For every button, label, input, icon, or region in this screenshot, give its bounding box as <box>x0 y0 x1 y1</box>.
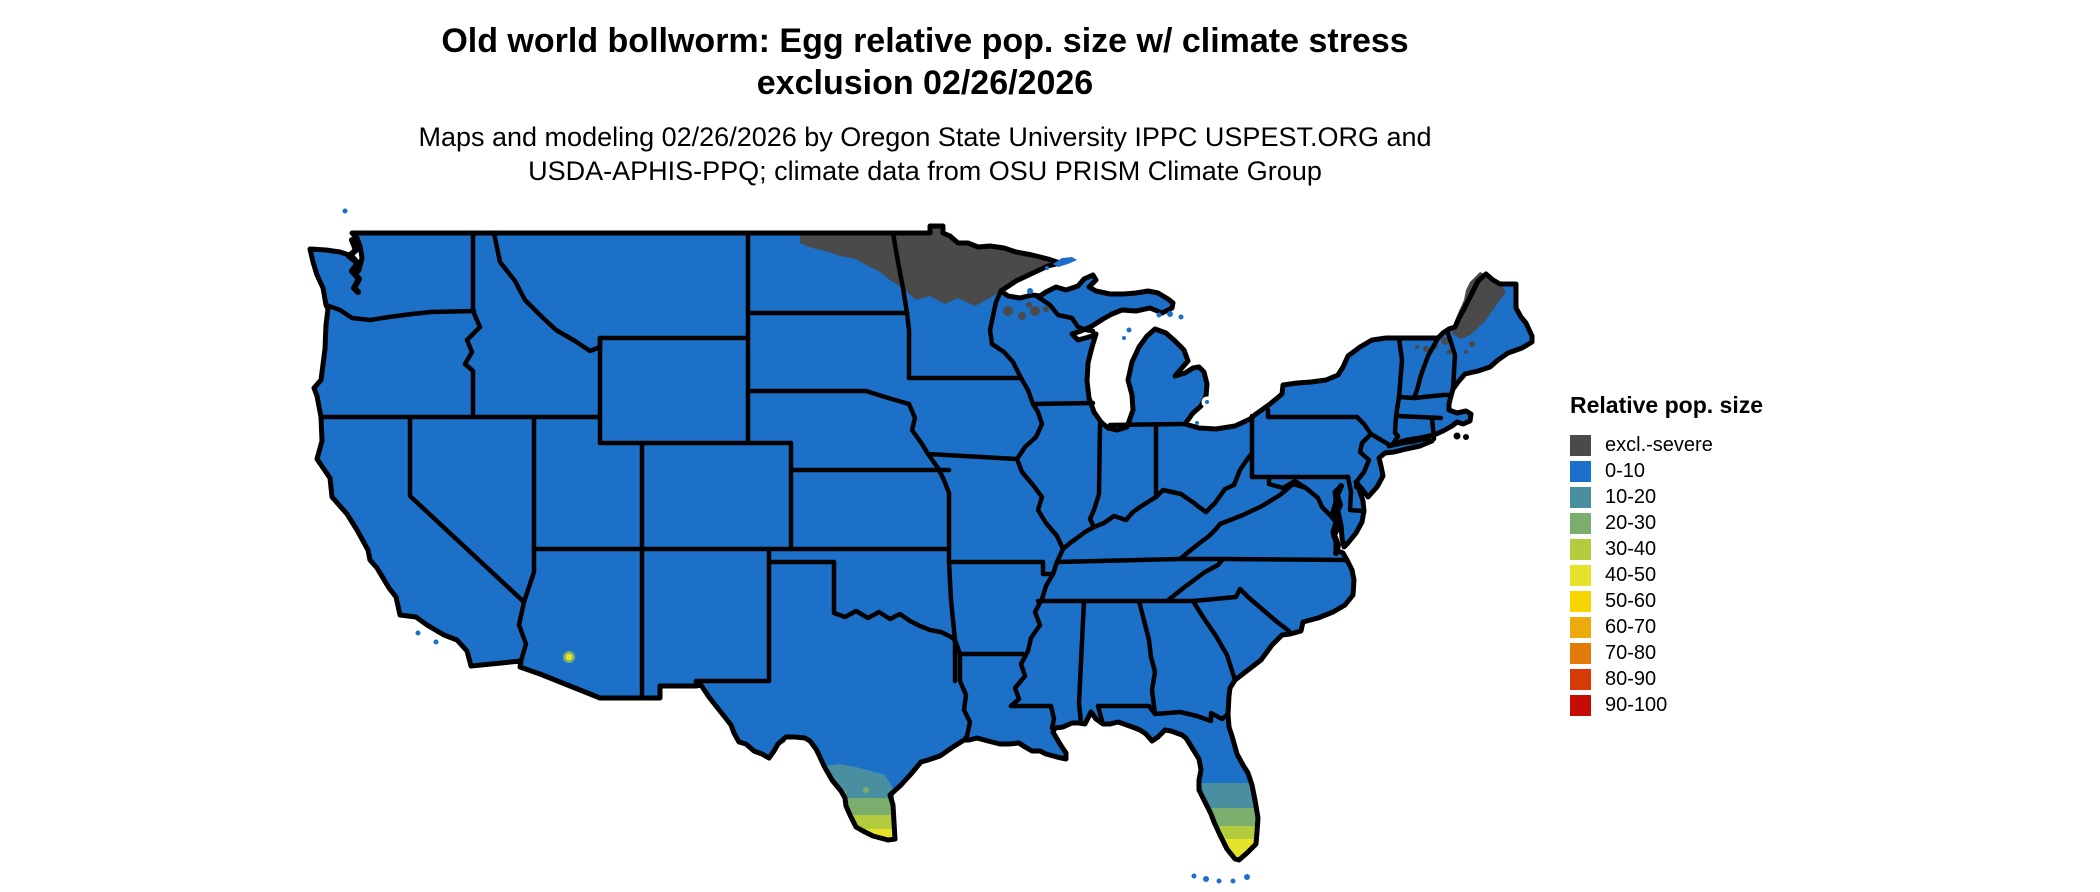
legend-title: Relative pop. size <box>1570 392 1764 418</box>
band-10-20 <box>1201 783 1258 808</box>
page-subtitle: Maps and modeling 02/26/2026 by Oregon S… <box>225 120 1625 188</box>
island-dot <box>1027 288 1033 294</box>
legend-label: 60-70 <box>1605 615 1657 638</box>
exclusion-speckle <box>1030 306 1040 316</box>
exclusion-speckle <box>1446 349 1452 355</box>
subtitle-line-1: Maps and modeling 02/26/2026 by Oregon S… <box>418 122 1432 152</box>
florida-keys-dot <box>1203 876 1209 882</box>
legend-swatch-90-100 <box>1570 694 1591 716</box>
marthas-vineyard-island <box>1453 432 1461 440</box>
coastal-detail-squiggles <box>346 237 1344 556</box>
channel-island-dot <box>415 630 421 636</box>
legend-swatch-10-20 <box>1570 486 1591 508</box>
chesapeake-bay-detail <box>1331 483 1344 556</box>
legend-row-70-80: 70-80 <box>1570 640 1830 666</box>
exclusion-regions <box>800 226 1506 355</box>
florida-keys-dot <box>1191 873 1197 879</box>
exclusion-speckle <box>1423 346 1429 352</box>
gradient-region-arizona-hotspot <box>563 651 575 663</box>
island-dot <box>1178 314 1184 320</box>
legend-label: 80-90 <box>1605 667 1657 690</box>
island-dot <box>1045 266 1049 270</box>
isle-royale-island <box>1053 257 1077 267</box>
hotspot-core <box>565 653 573 661</box>
exclusion-speckle <box>1464 350 1468 354</box>
exclusion-speckle <box>1003 306 1013 316</box>
legend-swatch-80-90 <box>1570 668 1591 690</box>
legend-swatch-40-50 <box>1570 564 1591 586</box>
legend-swatch-50-60 <box>1570 590 1591 612</box>
legend-row-40-50: 40-50 <box>1570 562 1830 588</box>
legend-row-20-30: 20-30 <box>1570 510 1830 536</box>
gradient-speckle <box>863 787 869 793</box>
island-dot <box>1156 312 1162 318</box>
legend-label: 70-80 <box>1605 641 1657 664</box>
title-line-2: exclusion 02/26/2026 <box>756 64 1094 102</box>
exclusion-speckle <box>1441 337 1449 345</box>
legend-label: 50-60 <box>1605 589 1657 612</box>
legend-row-10-20: 10-20 <box>1570 484 1830 510</box>
puget-sound-detail <box>346 237 362 295</box>
legend-swatch-20-30 <box>1570 512 1591 534</box>
legend-row-0-10: 0-10 <box>1570 458 1830 484</box>
legend-swatch-30-40 <box>1570 538 1591 560</box>
legend-swatch-60-70 <box>1570 616 1591 638</box>
legend-row-excl.-severe: excl.-severe <box>1570 432 1830 458</box>
island-dot <box>1126 327 1132 333</box>
exclusion-speckle <box>1026 302 1032 308</box>
legend-label: 20-30 <box>1605 511 1657 534</box>
florida-keys-dot <box>1244 874 1250 880</box>
island-dot <box>1167 311 1173 317</box>
exclusion-speckle <box>1415 345 1419 349</box>
exclusion-speckle <box>1018 312 1026 320</box>
nantucket-island <box>1463 434 1469 440</box>
channel-island-dot <box>433 639 439 645</box>
page-title: Old world bollworm: Egg relative pop. si… <box>225 20 1625 104</box>
legend: Relative pop. size excl.-severe 0-10 10-20… <box>1570 392 1830 718</box>
legend-row-90-100: 90-100 <box>1570 692 1830 718</box>
vancouver-speck <box>342 208 348 214</box>
legend-label: 30-40 <box>1605 537 1657 560</box>
legend-label: excl.-severe <box>1605 433 1713 456</box>
exclusion-speckle <box>1043 306 1049 312</box>
legend-row-30-40: 30-40 <box>1570 536 1830 562</box>
legend-label: 0-10 <box>1605 459 1646 482</box>
florida-keys-dot <box>1216 878 1222 884</box>
state-borders <box>318 230 1458 743</box>
exclusion-speckle <box>1469 341 1475 347</box>
legend-swatch-excl.-severe <box>1570 434 1591 456</box>
legend-label: 40-50 <box>1605 563 1657 586</box>
legend-row-80-90: 80-90 <box>1570 666 1830 692</box>
island-dot <box>1195 421 1199 425</box>
lake-and-island-details <box>342 208 1469 884</box>
legend-label: 90-100 <box>1605 693 1668 716</box>
subtitle-line-2: USDA-APHIS-PPQ; climate data from OSU PR… <box>528 156 1322 186</box>
legend-row-60-70: 60-70 <box>1570 614 1830 640</box>
exclusion-region-maine <box>1452 272 1506 339</box>
florida-keys-dot <box>1230 878 1236 884</box>
legend-label: 10-20 <box>1605 485 1657 508</box>
legend-swatch-70-80 <box>1570 642 1591 664</box>
exclusion-region-minnesota <box>800 226 1060 306</box>
legend-row-50-60: 50-60 <box>1570 588 1830 614</box>
island-dot <box>1122 336 1126 340</box>
lake-st-clair-island <box>1205 400 1209 404</box>
legend-items: excl.-severe 0-10 10-20 20-30 30-40 40-50 50-6… <box>1570 432 1830 718</box>
legend-swatch-0-10 <box>1570 460 1591 482</box>
title-line-1: Old world bollworm: Egg relative pop. si… <box>441 22 1409 60</box>
